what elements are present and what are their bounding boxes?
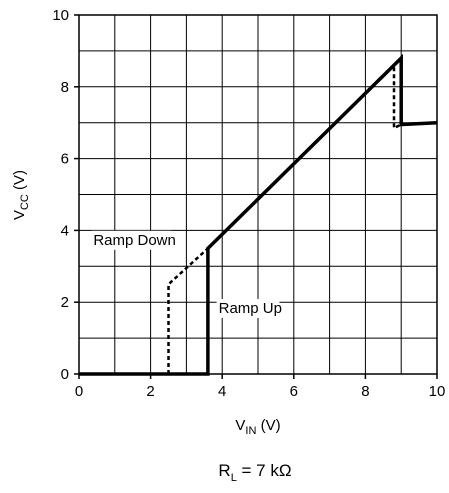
annotation-background <box>216 298 280 318</box>
annotations: Ramp Down Ramp Up <box>91 230 282 318</box>
y-tick-label: 10 <box>52 7 69 24</box>
x-tick-label: 2 <box>146 383 154 400</box>
annotation-ramp-down: Ramp Down <box>93 232 176 249</box>
x-axis-label: VIN (V) <box>235 417 280 437</box>
y-tick-label: 4 <box>61 222 69 239</box>
y-tick-label: 8 <box>61 79 69 96</box>
y-tick-label: 0 <box>61 366 69 383</box>
x-tick-label: 8 <box>361 383 369 400</box>
series-group <box>79 53 438 376</box>
y-tick-label: 2 <box>61 294 69 311</box>
grid <box>78 14 438 375</box>
annotation-ramp-up: Ramp Up <box>219 300 282 317</box>
series-line-ramp-up <box>79 53 438 376</box>
tick-labels: 0 2 4 6 8 10 0 2 4 6 8 10 <box>52 7 445 400</box>
y-axis-label: VCC (V) <box>11 170 31 220</box>
x-tick-label: 4 <box>218 383 226 400</box>
caption-load-resistance: RL = 7 kΩ <box>218 461 291 484</box>
x-tick-label: 0 <box>75 383 83 400</box>
plot-frame <box>78 14 438 375</box>
x-tick-label: 6 <box>290 383 298 400</box>
annotation-background <box>91 230 171 250</box>
x-tick-label: 10 <box>429 383 446 400</box>
y-tick-label: 6 <box>61 151 69 168</box>
series-line-ramp-down <box>167 62 402 374</box>
